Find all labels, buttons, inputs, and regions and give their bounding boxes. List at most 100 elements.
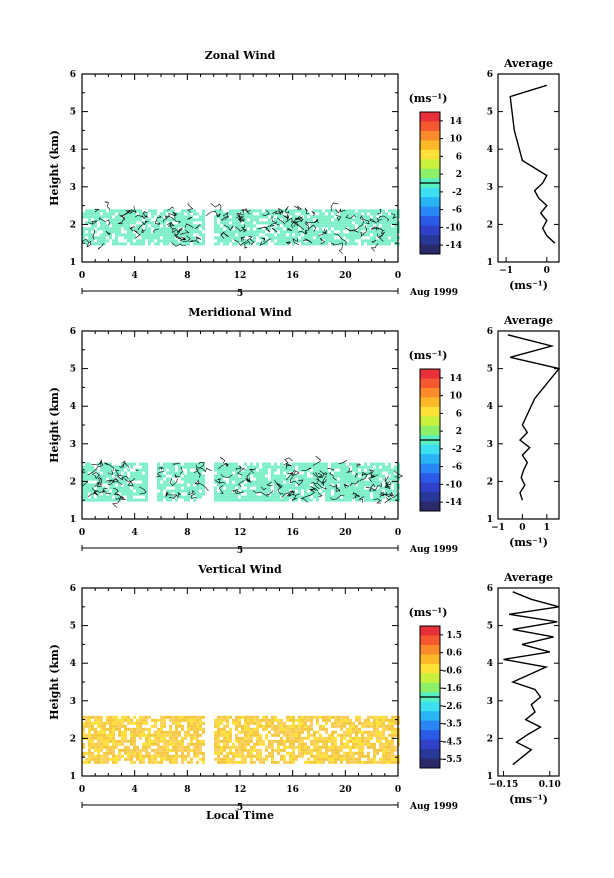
heatmap-cell: [124, 224, 127, 228]
heatmap-cell: [97, 733, 100, 737]
heatmap-cell: [91, 724, 94, 728]
heatmap-cell: [220, 477, 223, 481]
heatmap-cell: [85, 760, 88, 764]
heatmap-cell: [124, 751, 127, 755]
heatmap-cell: [244, 715, 247, 719]
heatmap-cell: [184, 498, 187, 502]
heatmap-cell: [289, 230, 292, 234]
heatmap-cell: [358, 209, 361, 213]
heatmap-cell: [301, 212, 304, 216]
heatmap-cell: [325, 221, 328, 225]
contour-line: [296, 216, 304, 222]
heatmap-cell: [286, 498, 289, 502]
heatmap-cell: [298, 483, 301, 487]
heatmap-cell: [343, 218, 346, 222]
heatmap-cell: [121, 233, 124, 237]
heatmap-cell: [301, 486, 304, 490]
heatmap-cell: [187, 715, 190, 719]
heatmap-cell: [133, 215, 136, 219]
contour-line: [271, 228, 277, 233]
heatmap-cell: [352, 236, 355, 240]
heatmap-cell: [289, 224, 292, 228]
heatmap-cell: [325, 215, 328, 219]
average-title: Average: [503, 314, 553, 327]
heatmap-cell: [217, 480, 220, 484]
heatmap-cell: [148, 727, 151, 731]
heatmap-cell: [307, 483, 310, 487]
heatmap-cell: [202, 218, 205, 222]
y-tick-label: 1: [70, 258, 76, 268]
heatmap-cell: [349, 718, 352, 722]
heatmap-cell: [91, 742, 94, 746]
heatmap-cell: [184, 495, 187, 499]
heatmap-cell: [373, 760, 376, 764]
heatmap-cell: [169, 733, 172, 737]
heatmap-cell: [127, 227, 130, 231]
contour-line: [311, 210, 316, 216]
heatmap-cell: [328, 486, 331, 490]
heatmap-cell: [166, 239, 169, 243]
contour-line: [330, 495, 345, 500]
heatmap-cell: [313, 745, 316, 749]
heatmap-cell: [115, 239, 118, 243]
heatmap-cell: [127, 221, 130, 225]
heatmap-cell: [313, 462, 316, 466]
heatmap-cell: [298, 739, 301, 743]
heatmap-cell: [160, 495, 163, 499]
heatmap-cell: [313, 483, 316, 487]
heatmap-cell: [172, 474, 175, 478]
heatmap-cell: [349, 474, 352, 478]
heatmap-cell: [316, 242, 319, 246]
contour-line: [180, 229, 190, 235]
heatmap-cell: [169, 468, 172, 472]
heatmap-cell: [223, 471, 226, 475]
heatmap-cell: [214, 721, 217, 725]
contour-line: [300, 494, 311, 503]
heatmap-cell: [262, 718, 265, 722]
heatmap-cell: [214, 751, 217, 755]
heatmap-cell: [187, 474, 190, 478]
heatmap-cell: [175, 215, 178, 219]
heatmap-cell: [277, 748, 280, 752]
heatmap-cell: [217, 739, 220, 743]
heatmap-cell: [103, 486, 106, 490]
heatmap-cell: [178, 486, 181, 490]
contour-line: [345, 227, 355, 232]
heatmap-cell: [256, 218, 259, 222]
heatmap-cell: [319, 736, 322, 740]
heatmap-cell: [124, 242, 127, 246]
heatmap-cell: [394, 760, 397, 764]
heatmap-cell: [133, 715, 136, 719]
colorbar-segment: [420, 197, 440, 208]
heatmap-cell: [82, 727, 85, 731]
heatmap-cell: [112, 760, 115, 764]
heatmap-cell: [106, 474, 109, 478]
contour-line: [338, 242, 343, 254]
heatmap-cell: [352, 227, 355, 231]
heatmap-cell: [202, 221, 205, 225]
heatmap-cell: [304, 736, 307, 740]
heatmap-cell: [325, 218, 328, 222]
contours: [81, 455, 404, 508]
heatmap-cell: [178, 733, 181, 737]
heatmap-cell: [163, 751, 166, 755]
heatmap-cell: [142, 480, 145, 484]
colorbar-segment: [420, 112, 440, 122]
heatmap-cell: [112, 218, 115, 222]
heatmap-cell: [358, 477, 361, 481]
heatmap-cell: [355, 495, 358, 499]
heatmap-cell: [307, 468, 310, 472]
heatmap-cell: [241, 495, 244, 499]
heatmap-cell: [367, 495, 370, 499]
heatmap-cell: [181, 724, 184, 728]
heatmap-cell: [115, 218, 118, 222]
contour-line: [291, 495, 298, 502]
heatmap-cell: [322, 742, 325, 746]
heatmap-cell: [124, 492, 127, 496]
heatmap-cell: [385, 224, 388, 228]
heatmap-cell: [373, 727, 376, 731]
heatmap-cell: [289, 468, 292, 472]
heatmap-cell: [82, 489, 85, 493]
heatmap-cell: [247, 730, 250, 734]
